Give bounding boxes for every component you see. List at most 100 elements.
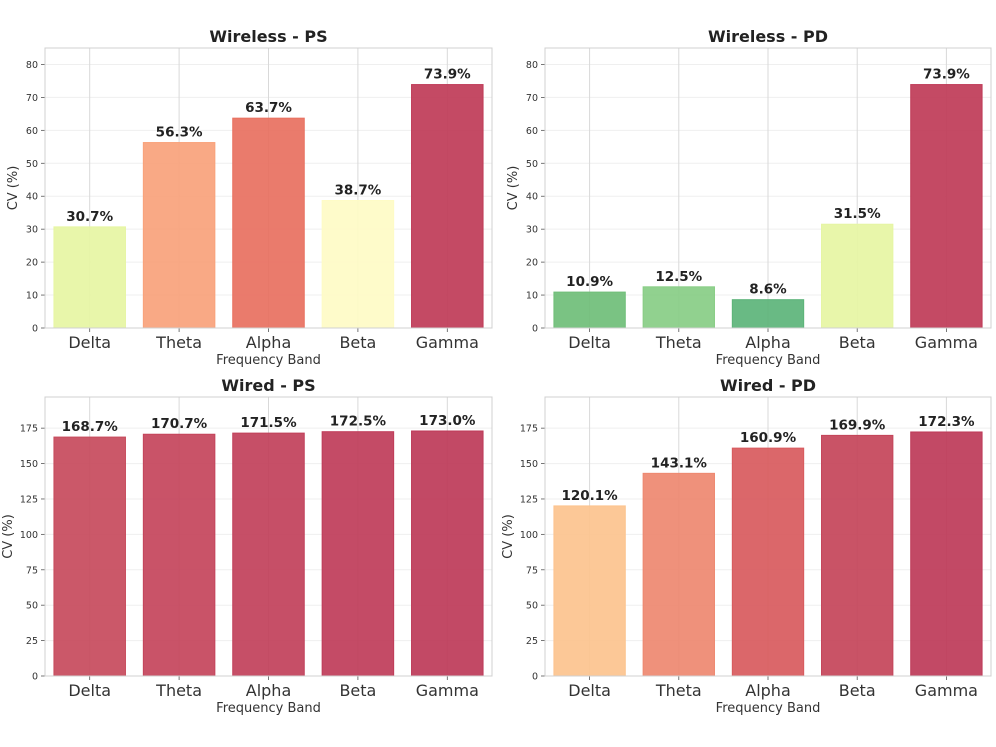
x-tick-label: Theta xyxy=(655,681,702,700)
data-label: 169.9% xyxy=(829,417,886,433)
bar-delta xyxy=(53,436,126,677)
y-tick-label: 0 xyxy=(32,324,38,335)
x-tick-label: Beta xyxy=(339,333,376,352)
y-tick-label: 50 xyxy=(26,601,38,612)
data-label: 171.5% xyxy=(240,415,297,431)
data-label: 173.0% xyxy=(419,413,476,429)
y-tick-label: 175 xyxy=(20,424,38,435)
chart-panel-3: 0 25 50 75 100 125 150 175 168.7% Delta 170.7% Thet… xyxy=(1,376,493,716)
y-tick-label: 100 xyxy=(20,530,38,541)
y-axis-label: CV (%) xyxy=(506,166,521,211)
bar-gamma xyxy=(910,431,983,677)
plot-frame xyxy=(44,396,493,677)
x-tick-label: Gamma xyxy=(416,681,479,700)
y-tick-label: 125 xyxy=(20,494,38,505)
data-label: 38.7% xyxy=(334,183,381,199)
y-tick-label: 75 xyxy=(26,565,38,576)
y-tick-label: 10 xyxy=(526,291,538,302)
y-tick-label: 150 xyxy=(520,459,538,470)
x-tick-label: Alpha xyxy=(745,681,791,700)
y-axis-label: CV (%) xyxy=(501,514,516,559)
x-axis-label: Frequency Band xyxy=(716,701,821,716)
chart-title: Wired - PD xyxy=(720,376,816,395)
y-tick-label: 20 xyxy=(526,258,538,269)
y-tick-label: 50 xyxy=(26,159,38,170)
x-axis-label: Frequency Band xyxy=(216,701,321,716)
y-tick-label: 70 xyxy=(526,93,538,104)
x-tick-label: Alpha xyxy=(745,333,791,352)
y-axis-label: CV (%) xyxy=(6,166,21,211)
data-label: 168.7% xyxy=(62,419,119,435)
plot-frame xyxy=(544,396,992,677)
y-tick-label: 30 xyxy=(526,225,538,236)
x-tick-label: Theta xyxy=(655,333,702,352)
bar-theta xyxy=(142,433,216,677)
bar-delta xyxy=(553,291,626,329)
x-tick-label: Delta xyxy=(68,681,111,700)
bar-gamma xyxy=(910,84,983,329)
data-label: 10.9% xyxy=(566,274,613,290)
y-tick-label: 125 xyxy=(520,494,538,505)
x-tick-label: Delta xyxy=(68,333,111,352)
y-tick-label: 30 xyxy=(26,225,38,236)
y-axis-label: CV (%) xyxy=(1,514,16,559)
x-tick-label: Beta xyxy=(339,681,376,700)
bar-theta xyxy=(642,286,715,329)
chart-panel-4: 0 25 50 75 100 125 150 175 120.1% Delta 143.1% Thet… xyxy=(501,376,992,716)
x-tick-label: Theta xyxy=(155,333,202,352)
data-label: 63.7% xyxy=(245,100,292,116)
y-tick-label: 100 xyxy=(520,530,538,541)
y-tick-label: 0 xyxy=(32,672,38,683)
bar-alpha xyxy=(232,432,305,677)
chart-title: Wired - PS xyxy=(221,376,315,395)
y-tick-label: 25 xyxy=(26,636,38,647)
y-tick-label: 50 xyxy=(526,159,538,170)
y-tick-label: 40 xyxy=(526,192,538,203)
data-label: 56.3% xyxy=(156,125,203,141)
y-tick-label: 60 xyxy=(26,126,38,137)
bar-alpha xyxy=(232,117,305,329)
bar-alpha xyxy=(731,447,805,677)
data-label: 160.9% xyxy=(740,430,797,446)
data-label: 172.5% xyxy=(330,414,387,430)
x-tick-label: Gamma xyxy=(416,333,479,352)
chart-panel-2: 0 10 20 30 40 50 60 70 80 10.9% Delta 12.5% Theta 8.6… xyxy=(506,27,992,368)
bar-alpha xyxy=(731,299,805,329)
data-label: 30.7% xyxy=(66,209,113,225)
chart-panel-1: 0 10 20 30 40 50 60 70 80 30.7% Delta 56.3% Theta 63.… xyxy=(6,27,493,368)
y-tick-label: 150 xyxy=(20,459,38,470)
y-tick-label: 50 xyxy=(526,601,538,612)
y-tick-label: 10 xyxy=(26,291,38,302)
y-tick-label: 75 xyxy=(526,565,538,576)
x-tick-label: Theta xyxy=(155,681,202,700)
plot-frame xyxy=(44,47,493,329)
bar-theta xyxy=(142,142,216,329)
x-axis-label: Frequency Band xyxy=(716,353,821,368)
y-tick-label: 70 xyxy=(26,93,38,104)
bar-beta xyxy=(321,200,395,329)
plot-frame xyxy=(544,47,992,329)
x-tick-label: Beta xyxy=(839,333,876,352)
data-label: 73.9% xyxy=(424,67,471,83)
data-label: 8.6% xyxy=(749,282,787,298)
bar-beta xyxy=(321,431,395,677)
y-tick-label: 0 xyxy=(532,324,538,335)
bar-gamma xyxy=(411,430,484,677)
data-label: 170.7% xyxy=(151,416,208,432)
chart-title: Wireless - PD xyxy=(708,27,828,46)
x-axis-label: Frequency Band xyxy=(216,353,321,368)
y-tick-label: 175 xyxy=(520,424,538,435)
chart-title: Wireless - PS xyxy=(209,27,327,46)
y-tick-label: 40 xyxy=(26,192,38,203)
x-tick-label: Gamma xyxy=(915,333,978,352)
x-tick-label: Delta xyxy=(568,681,611,700)
y-tick-label: 80 xyxy=(26,60,38,71)
x-tick-label: Gamma xyxy=(915,681,978,700)
x-tick-label: Alpha xyxy=(246,333,292,352)
data-label: 172.3% xyxy=(918,414,975,430)
y-tick-label: 0 xyxy=(532,672,538,683)
data-label: 120.1% xyxy=(561,488,618,504)
y-tick-label: 80 xyxy=(526,60,538,71)
bar-beta xyxy=(821,434,894,677)
